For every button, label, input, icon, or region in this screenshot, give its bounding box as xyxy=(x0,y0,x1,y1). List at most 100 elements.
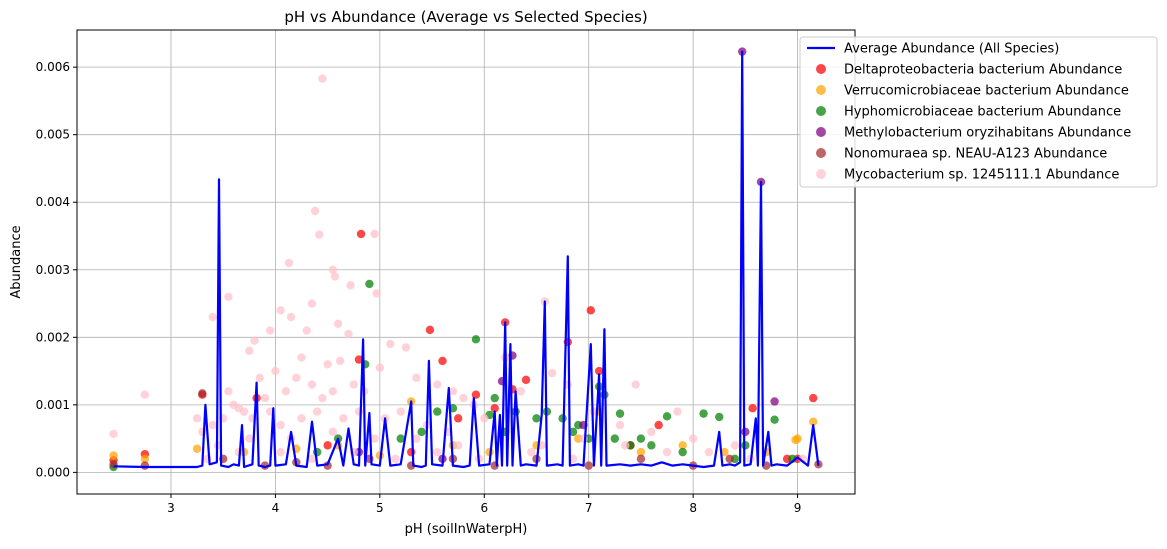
scatter-point xyxy=(401,343,411,352)
x-tick-label: 8 xyxy=(689,501,697,515)
scatter-point xyxy=(109,429,118,439)
scatter-point xyxy=(584,461,593,470)
scatter-point xyxy=(198,389,207,398)
y-tick-label: 0.002 xyxy=(36,330,70,344)
scatter-point xyxy=(297,414,306,423)
scatter-point xyxy=(208,312,217,322)
y-axis-label: Abundance xyxy=(9,225,24,298)
scatter-point xyxy=(793,434,802,443)
scatter-point xyxy=(265,326,275,335)
scatter-point xyxy=(245,434,254,443)
x-tick-label: 9 xyxy=(794,501,802,515)
scatter-point xyxy=(730,441,740,450)
scatter-point xyxy=(453,441,463,450)
scatter-point xyxy=(438,356,447,366)
scatter-point xyxy=(396,407,405,416)
scatter-point xyxy=(245,346,254,356)
scatter-point xyxy=(375,363,385,372)
scatter-point xyxy=(276,306,285,315)
scatter-point xyxy=(312,407,322,416)
scatter-point xyxy=(741,441,750,450)
scatter-point xyxy=(678,447,687,457)
scatter-point xyxy=(615,420,625,430)
scatter-point xyxy=(647,441,656,450)
scatter-point xyxy=(433,447,442,457)
scatter-point xyxy=(318,74,327,83)
scatter-point xyxy=(809,417,818,426)
scatter-point xyxy=(615,409,625,418)
scatter-point xyxy=(255,373,264,383)
scatter-point xyxy=(224,292,233,301)
scatter-point xyxy=(281,387,291,396)
y-tick-label: 0.000 xyxy=(36,465,70,479)
scatter-point xyxy=(271,366,280,376)
scatter-point xyxy=(448,387,458,396)
y-tick-label: 0.004 xyxy=(36,195,70,209)
scatter-point xyxy=(521,375,531,385)
scatter-point xyxy=(809,393,818,403)
scatter-point xyxy=(286,312,296,322)
average-abundance-line xyxy=(113,50,820,469)
x-axis-label: pH (soilInWaterpH) xyxy=(405,522,528,537)
scatter-point xyxy=(391,454,400,464)
scatter-point xyxy=(307,299,317,308)
scatter-point xyxy=(260,461,270,470)
scatter-point xyxy=(349,380,358,389)
scatter-point xyxy=(471,390,481,399)
legend: Average Abundance (All Species) Deltaprot… xyxy=(799,36,1158,188)
scatter-point xyxy=(704,447,713,457)
legend-label: Nonomuraea sp. NEAU-A123 Abundance xyxy=(844,147,1107,162)
x-tick-label: 7 xyxy=(585,501,593,515)
scatter-point xyxy=(224,387,233,396)
legend-box xyxy=(799,36,1158,188)
scatter-point xyxy=(516,387,526,396)
scatter-point xyxy=(741,427,750,437)
scatter-point xyxy=(140,390,150,399)
scatter-point xyxy=(346,281,355,290)
scatter-point xyxy=(109,451,118,460)
legend-point-marker xyxy=(816,127,826,137)
scatter-point xyxy=(315,230,324,239)
chart-title: pH vs Abundance (Average vs Selected Spe… xyxy=(284,8,647,26)
scatter-point xyxy=(586,306,595,315)
scatter-point xyxy=(532,414,541,423)
y-tick-label: 0.005 xyxy=(36,128,70,142)
scatter-point xyxy=(417,427,426,437)
scatter-point xyxy=(654,420,663,430)
scatter-point xyxy=(302,326,311,335)
scatter-point xyxy=(330,272,340,281)
legend-label: Deltaproteobacteria bacterium Abundance xyxy=(844,63,1122,78)
scatter-point xyxy=(471,335,481,344)
scatter-point xyxy=(310,206,320,216)
scatter-point xyxy=(284,258,294,268)
scatter-point xyxy=(406,447,416,457)
scatter-point xyxy=(372,289,381,298)
scatter-point xyxy=(715,412,724,422)
scatter-point xyxy=(631,380,640,389)
scatter-point xyxy=(396,434,405,443)
scatter-point xyxy=(636,434,646,443)
scatter-point xyxy=(453,414,463,423)
x-tick-label: 4 xyxy=(272,501,280,515)
scatter-point xyxy=(699,409,708,418)
scatter-point xyxy=(318,393,327,403)
grid-lines xyxy=(77,30,855,494)
scatter-point xyxy=(594,366,604,376)
scatter-point xyxy=(610,434,620,443)
scatter-point xyxy=(725,454,734,464)
scatter-point xyxy=(412,373,421,383)
legend-point-marker xyxy=(816,85,826,95)
scatter-point xyxy=(328,427,338,437)
scatter-point xyxy=(636,447,646,457)
scatter-point xyxy=(688,434,698,443)
scatter-point xyxy=(433,407,442,416)
legend-label: Hyphomicrobiaceae bacterium Abundance xyxy=(844,105,1121,120)
scatter-point xyxy=(276,420,285,430)
legend-label: Mycobacterium sp. 1245111.1 Abundance xyxy=(844,168,1119,183)
scatter-point xyxy=(527,447,536,457)
scatter-point xyxy=(370,229,379,239)
scatter-point xyxy=(370,434,379,443)
legend-point-marker xyxy=(816,148,826,158)
scatter-point xyxy=(662,412,672,421)
